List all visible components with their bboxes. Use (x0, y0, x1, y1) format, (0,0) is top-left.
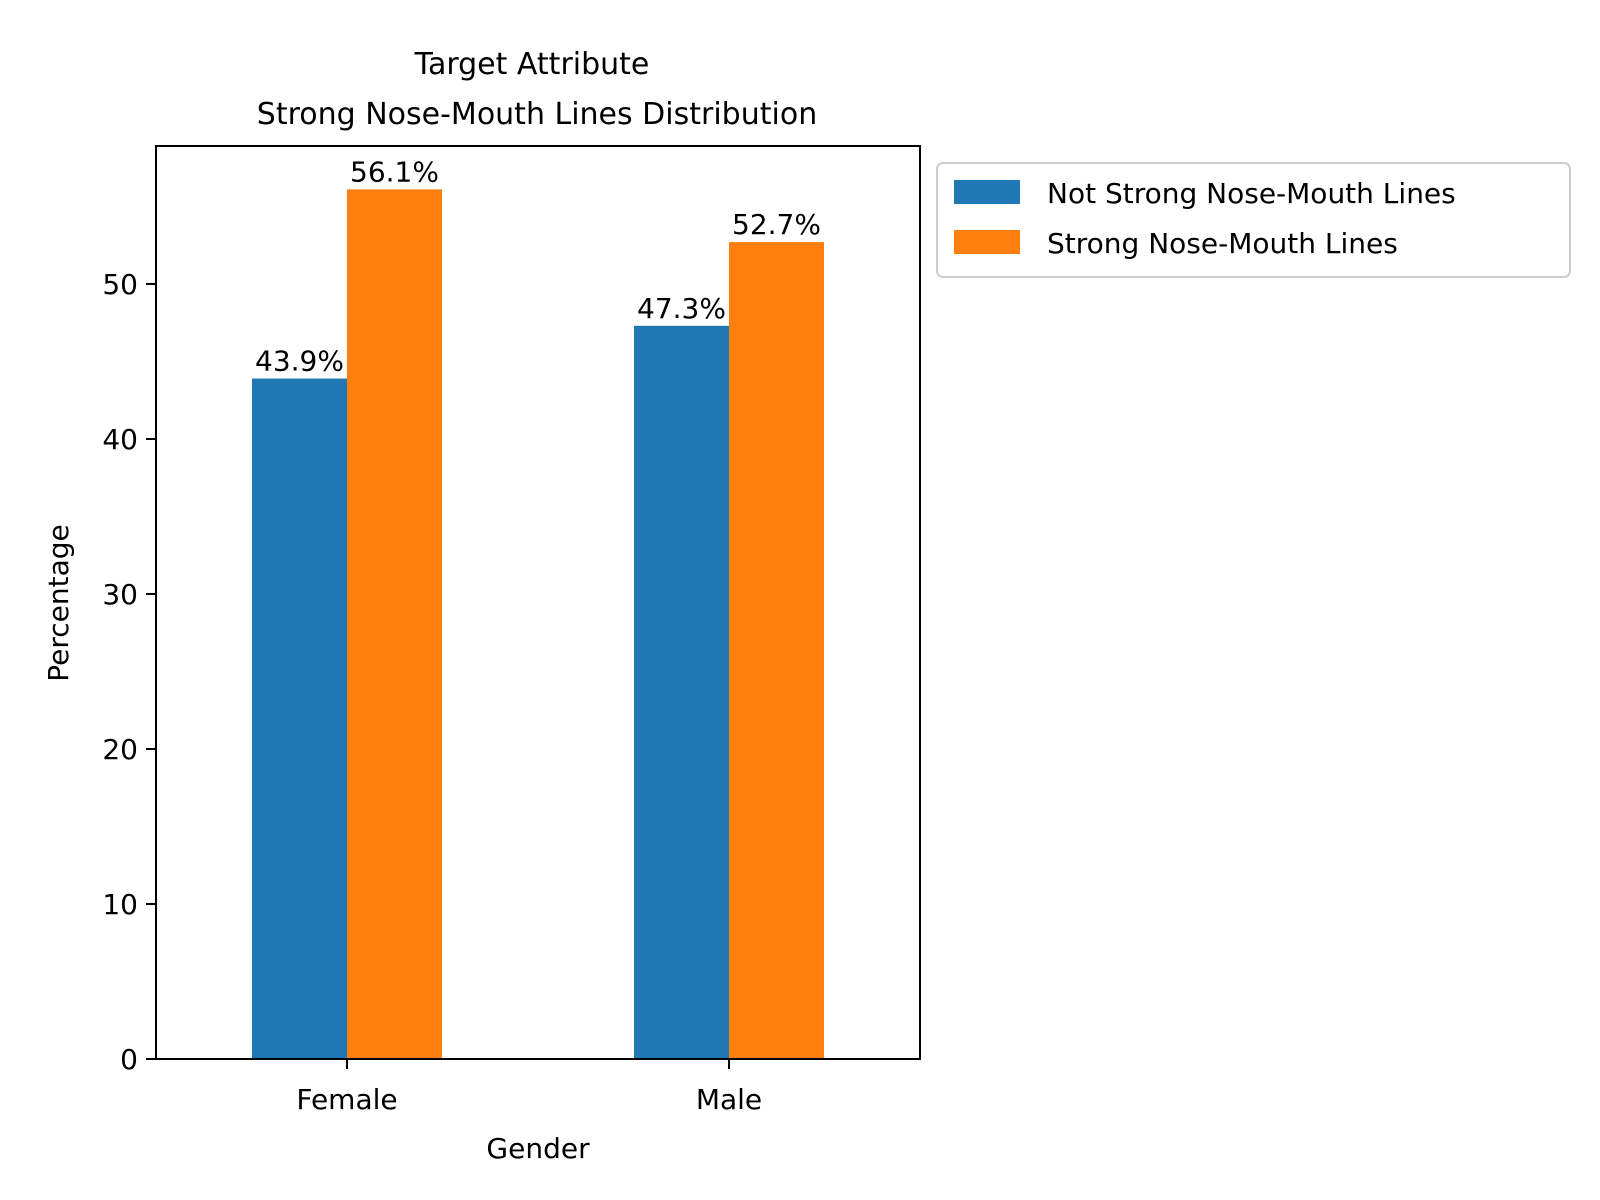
y-tick-label: 40 (102, 423, 138, 456)
bar-label-female-not-strong-nose-mouth-lines: 43.9% (255, 345, 344, 378)
y-tick-label: 30 (102, 578, 138, 611)
bar-label-female-strong-nose-mouth-lines: 56.1% (350, 155, 439, 188)
legend: Not Strong Nose-Mouth Lines Strong Nose-… (936, 162, 1571, 278)
bar-male-strong-nose-mouth-lines (729, 242, 824, 1059)
y-tick-label: 0 (120, 1043, 138, 1076)
x-tick-label-female: Female (296, 1083, 397, 1116)
bar-label-male-not-strong-nose-mouth-lines: 47.3% (637, 292, 726, 325)
legend-label-strong: Strong Nose-Mouth Lines (1047, 227, 1398, 260)
legend-swatch-not-strong (954, 180, 1020, 204)
y-tick-label: 50 (102, 268, 138, 301)
x-axis-label: Gender (486, 1132, 590, 1165)
bar-female-strong-nose-mouth-lines (347, 189, 442, 1060)
bar-female-not-strong-nose-mouth-lines (252, 378, 347, 1060)
y-tick-label: 10 (102, 888, 138, 921)
bar-labels-group: 43.9% 47.3% 56.1% 52.7% (255, 155, 821, 377)
chart-title-line-2: Strong Nose-Mouth Lines Distribution (257, 97, 817, 132)
legend-label-not-strong: Not Strong Nose-Mouth Lines (1047, 177, 1456, 210)
y-axis-label: Percentage (42, 524, 75, 682)
chart-title-line-1: Target Attribute (414, 47, 650, 82)
x-tick-label-male: Male (696, 1083, 762, 1116)
bar-label-male-strong-nose-mouth-lines: 52.7% (732, 208, 821, 241)
y-tick-label: 20 (102, 733, 138, 766)
bars-group (252, 189, 824, 1060)
legend-frame (936, 162, 1571, 278)
legend-swatch-strong (954, 230, 1020, 254)
bar-male-not-strong-nose-mouth-lines (634, 325, 729, 1060)
plot-frame (155, 145, 921, 1060)
y-axis-ticks: 0 10 20 30 40 50 (102, 268, 156, 1076)
x-axis-ticks: Female Male (296, 1059, 762, 1116)
